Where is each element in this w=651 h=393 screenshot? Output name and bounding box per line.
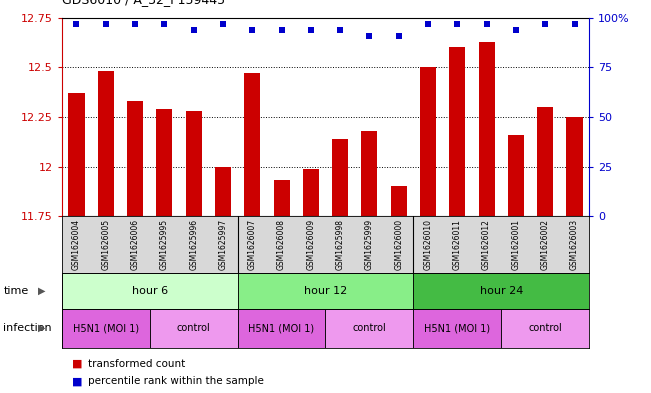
Bar: [98, 71, 114, 216]
Bar: [62, 309, 150, 348]
Bar: [537, 107, 553, 216]
Point: [247, 26, 257, 33]
Text: control: control: [177, 323, 210, 333]
Point: [188, 26, 199, 33]
Text: GSM1625998: GSM1625998: [336, 219, 344, 270]
Point: [481, 20, 492, 27]
Bar: [62, 273, 238, 309]
Point: [71, 20, 82, 27]
Text: ■: ■: [72, 376, 82, 386]
Point: [130, 20, 140, 27]
Text: GSM1625996: GSM1625996: [189, 219, 198, 270]
Bar: [501, 309, 589, 348]
Bar: [238, 309, 326, 348]
Bar: [449, 48, 465, 216]
Point: [393, 32, 404, 39]
Bar: [303, 169, 319, 216]
Text: GSM1626009: GSM1626009: [307, 219, 315, 270]
Text: GSM1626005: GSM1626005: [102, 219, 110, 270]
Bar: [566, 117, 583, 216]
Text: GSM1625999: GSM1625999: [365, 219, 374, 270]
Text: percentile rank within the sample: percentile rank within the sample: [88, 376, 264, 386]
Bar: [215, 167, 231, 216]
Text: control: control: [353, 323, 386, 333]
Bar: [127, 101, 143, 216]
Point: [217, 20, 228, 27]
Text: GSM1626007: GSM1626007: [248, 219, 256, 270]
Text: GSM1626001: GSM1626001: [512, 219, 520, 270]
Bar: [150, 309, 238, 348]
Bar: [420, 67, 436, 216]
Text: ▶: ▶: [38, 323, 46, 333]
Text: GSM1626004: GSM1626004: [72, 219, 81, 270]
Text: infection: infection: [3, 323, 52, 333]
Text: hour 12: hour 12: [304, 286, 347, 296]
Text: time: time: [3, 286, 29, 296]
Text: GSM1626008: GSM1626008: [277, 219, 286, 270]
Text: GSM1626003: GSM1626003: [570, 219, 579, 270]
Bar: [391, 186, 407, 216]
Point: [423, 20, 434, 27]
Text: hour 24: hour 24: [480, 286, 523, 296]
Text: GSM1625995: GSM1625995: [160, 219, 169, 270]
Text: GSM1626012: GSM1626012: [482, 219, 491, 270]
Point: [364, 32, 374, 39]
Point: [569, 20, 579, 27]
Text: ▶: ▶: [38, 286, 46, 296]
Point: [540, 20, 550, 27]
Text: ■: ■: [72, 358, 82, 369]
Bar: [332, 139, 348, 216]
Point: [335, 26, 345, 33]
Bar: [186, 111, 202, 216]
Point: [159, 20, 169, 27]
Text: H5N1 (MOI 1): H5N1 (MOI 1): [249, 323, 314, 333]
Text: GSM1626002: GSM1626002: [541, 219, 549, 270]
Text: hour 6: hour 6: [132, 286, 168, 296]
Bar: [478, 42, 495, 216]
Text: GSM1626006: GSM1626006: [131, 219, 139, 270]
Text: H5N1 (MOI 1): H5N1 (MOI 1): [424, 323, 490, 333]
Bar: [273, 180, 290, 216]
Bar: [156, 109, 173, 216]
Bar: [361, 131, 378, 216]
Text: transformed count: transformed count: [88, 358, 185, 369]
Text: GSM1625997: GSM1625997: [219, 219, 227, 270]
Bar: [413, 273, 589, 309]
Point: [276, 26, 286, 33]
Bar: [244, 73, 260, 216]
Bar: [413, 309, 501, 348]
Point: [305, 26, 316, 33]
Bar: [326, 309, 413, 348]
Text: GSM1626010: GSM1626010: [424, 219, 432, 270]
Bar: [508, 135, 524, 216]
Bar: [238, 273, 413, 309]
Bar: [68, 93, 85, 216]
Text: GSM1626000: GSM1626000: [395, 219, 403, 270]
Text: control: control: [529, 323, 562, 333]
Point: [452, 20, 462, 27]
Text: GDS6010 / A_32_P159445: GDS6010 / A_32_P159445: [62, 0, 225, 6]
Point: [100, 20, 111, 27]
Text: GSM1626011: GSM1626011: [453, 219, 462, 270]
Point: [510, 26, 521, 33]
Text: H5N1 (MOI 1): H5N1 (MOI 1): [73, 323, 139, 333]
